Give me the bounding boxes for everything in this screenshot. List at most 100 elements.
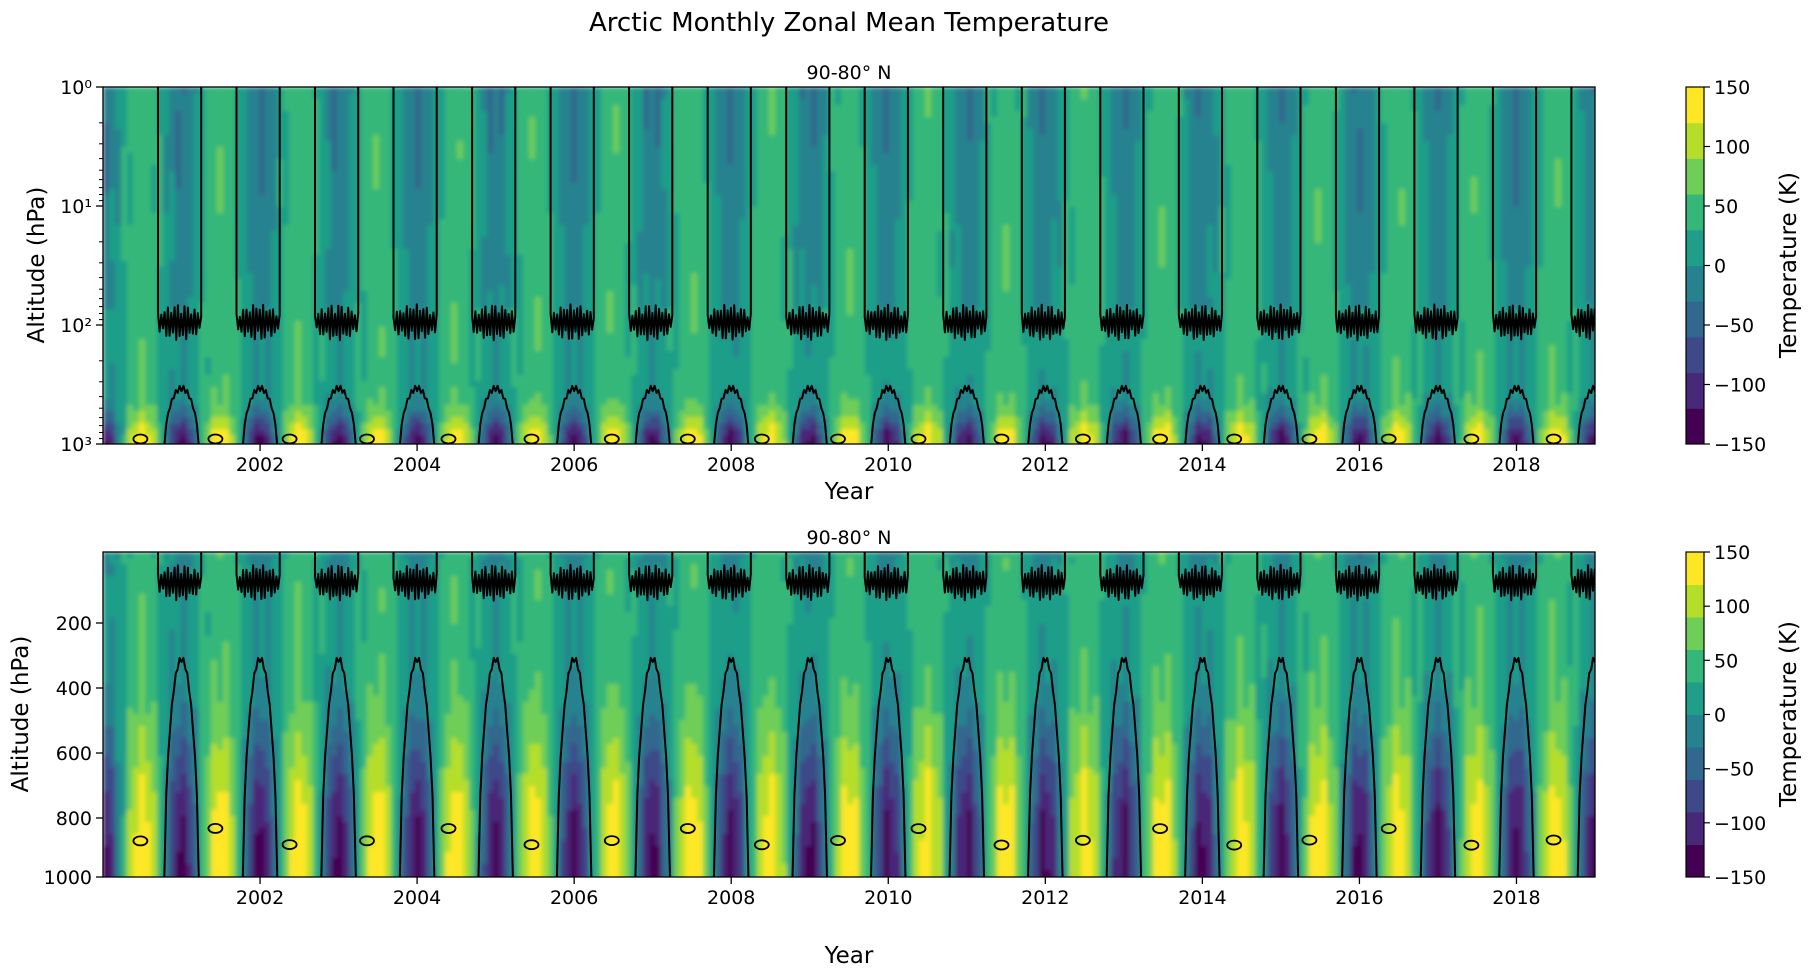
field-cell (253, 393, 260, 400)
field-cell (427, 339, 434, 346)
field-cell (127, 339, 134, 346)
field-cell (229, 351, 236, 358)
field-cell (499, 237, 506, 244)
field-cell (109, 441, 116, 444)
field-cell (385, 339, 392, 346)
field-cell (451, 225, 458, 232)
field-cell (349, 249, 356, 256)
field-cell (451, 219, 458, 226)
field-cell (133, 231, 140, 238)
field-cell (109, 129, 116, 136)
field-cell (559, 231, 566, 238)
field-cell (115, 441, 122, 444)
field-cell (403, 339, 410, 346)
field-cell (313, 159, 320, 166)
field-cell (589, 165, 596, 172)
field-cell (547, 369, 554, 376)
field-cell (535, 405, 542, 412)
field-cell (415, 129, 422, 136)
field-cell (247, 297, 254, 304)
field-cell (373, 195, 380, 202)
field-cell (289, 147, 296, 154)
field-cell (283, 129, 290, 136)
field-cell (445, 339, 452, 346)
field-cell (175, 375, 182, 382)
field-cell (385, 351, 392, 358)
field-cell (247, 393, 254, 400)
field-cell (313, 309, 320, 316)
field-cell (307, 429, 314, 436)
field-cell (313, 225, 320, 232)
field-cell (427, 297, 434, 304)
field-cell (187, 399, 194, 406)
field-cell (181, 399, 188, 406)
field-cell (205, 141, 212, 148)
field-cell (115, 165, 122, 172)
field-cell (133, 195, 140, 202)
field-cell (193, 231, 200, 238)
field-cell (175, 201, 182, 208)
field-cell (217, 225, 224, 232)
field-cell (241, 441, 248, 444)
field-cell (415, 291, 422, 298)
field-cell (325, 177, 332, 184)
field-cell (529, 267, 536, 274)
field-cell (457, 297, 464, 304)
field-cell (361, 135, 368, 142)
field-cell (565, 93, 572, 100)
field-cell (463, 213, 470, 220)
field-cell (493, 231, 500, 238)
field-cell (241, 117, 248, 124)
field-cell (265, 285, 272, 292)
field-cell (589, 369, 596, 376)
field-cell (403, 375, 410, 382)
field-cell (205, 177, 212, 184)
field-cell (523, 153, 530, 160)
field-cell (337, 405, 344, 412)
field-cell (559, 375, 566, 382)
field-cell (271, 183, 278, 190)
field-cell (211, 255, 218, 262)
field-cell (247, 213, 254, 220)
field-cell (325, 297, 332, 304)
field-cell (409, 135, 416, 142)
field-cell (493, 99, 500, 106)
field-cell (469, 363, 476, 370)
field-cell (121, 141, 128, 148)
field-cell (379, 117, 386, 124)
field-cell (133, 393, 140, 400)
field-cell (121, 165, 128, 172)
field-cell (181, 417, 188, 424)
field-cell (289, 315, 296, 322)
field-cell (403, 429, 410, 436)
field-cell (583, 399, 590, 406)
field-cell (151, 99, 158, 106)
field-cell (499, 273, 506, 280)
field-cell (301, 441, 308, 444)
field-cell (181, 189, 188, 196)
field-cell (181, 201, 188, 208)
field-cell (145, 231, 152, 238)
field-cell (259, 207, 266, 214)
field-cell (181, 393, 188, 400)
field-cell (313, 207, 320, 214)
field-cell (355, 429, 362, 436)
field-cell (223, 93, 230, 100)
field-cell (193, 117, 200, 124)
field-cell (487, 231, 494, 238)
field-cell (571, 285, 578, 292)
field-cell (337, 363, 344, 370)
field-cell (505, 129, 512, 136)
field-cell (211, 375, 218, 382)
field-cell (163, 411, 170, 418)
field-cell (427, 261, 434, 268)
field-cell (157, 291, 164, 298)
field-cell (121, 339, 128, 346)
field-cell (403, 369, 410, 376)
field-cell (121, 309, 128, 316)
field-cell (139, 105, 146, 112)
field-cell (421, 273, 428, 280)
field-cell (259, 381, 266, 388)
field-cell (595, 147, 602, 154)
field-cell (205, 333, 212, 340)
